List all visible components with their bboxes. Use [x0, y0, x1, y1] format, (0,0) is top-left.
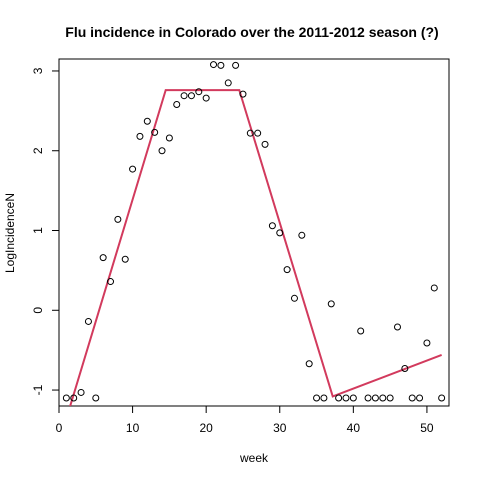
x-axis: 0 10 20 30 40 50 [56, 405, 434, 435]
data-point [393, 323, 401, 331]
data-point [62, 394, 70, 402]
data-point [217, 61, 225, 69]
x-tick-label: 20 [199, 421, 213, 435]
data-point [268, 222, 276, 230]
x-tick-label: 10 [126, 421, 140, 435]
data-point [195, 88, 203, 96]
data-point [232, 61, 240, 69]
data-point [136, 132, 144, 140]
x-tick-label: 30 [273, 421, 287, 435]
data-point [143, 117, 151, 125]
x-axis-label: week [239, 451, 269, 465]
data-point [173, 100, 181, 108]
data-point [371, 394, 379, 402]
data-point [327, 300, 335, 308]
data-point [335, 394, 343, 402]
data-point [379, 394, 387, 402]
data-point [313, 394, 321, 402]
x-tick-label: 40 [347, 421, 361, 435]
data-point [283, 266, 291, 274]
data-point [430, 284, 438, 292]
data-point [364, 394, 372, 402]
fit-line-layer [69, 89, 442, 406]
data-point [210, 61, 218, 69]
y-tick-label: 1 [31, 227, 45, 234]
data-point [165, 134, 173, 142]
data-point [84, 317, 92, 325]
data-point [305, 360, 313, 368]
data-point [349, 394, 357, 402]
data-point [423, 339, 431, 347]
data-point [107, 278, 115, 286]
y-tick-label: 2 [31, 147, 45, 154]
data-point [357, 327, 365, 335]
data-point [114, 215, 122, 223]
plot-frame [58, 58, 450, 407]
data-point [77, 388, 85, 396]
y-tick-label: 0 [31, 307, 45, 314]
y-axis: -1 0 1 2 3 [31, 67, 60, 395]
data-point [290, 294, 298, 302]
data-point [121, 255, 129, 263]
y-tick-label: 3 [31, 67, 45, 74]
data-point [92, 394, 100, 402]
data-point [401, 365, 409, 373]
data-point [276, 229, 284, 237]
data-point [129, 165, 137, 173]
data-points-layer [62, 61, 446, 402]
data-point [298, 231, 306, 239]
x-tick-label: 0 [56, 421, 63, 435]
data-point [224, 79, 232, 87]
data-point [180, 92, 188, 100]
data-point [202, 94, 210, 102]
data-point [416, 394, 424, 402]
data-point [408, 394, 416, 402]
data-point [239, 90, 247, 98]
data-point [246, 129, 254, 137]
data-point [158, 147, 166, 155]
data-point [187, 92, 195, 100]
data-point [70, 394, 78, 402]
y-tick-label: -1 [31, 384, 45, 395]
x-tick-label: 50 [420, 421, 434, 435]
data-point [261, 140, 269, 148]
data-point [151, 128, 159, 136]
chart-title: Flu incidence in Colorado over the 2011-… [65, 24, 438, 40]
fit-line [69, 89, 442, 406]
data-point [99, 254, 107, 262]
y-axis-label: LogIncidenceN [3, 193, 17, 273]
data-point [342, 394, 350, 402]
data-point [320, 394, 328, 402]
data-point [386, 394, 394, 402]
data-point [254, 129, 262, 137]
data-point [438, 394, 446, 402]
